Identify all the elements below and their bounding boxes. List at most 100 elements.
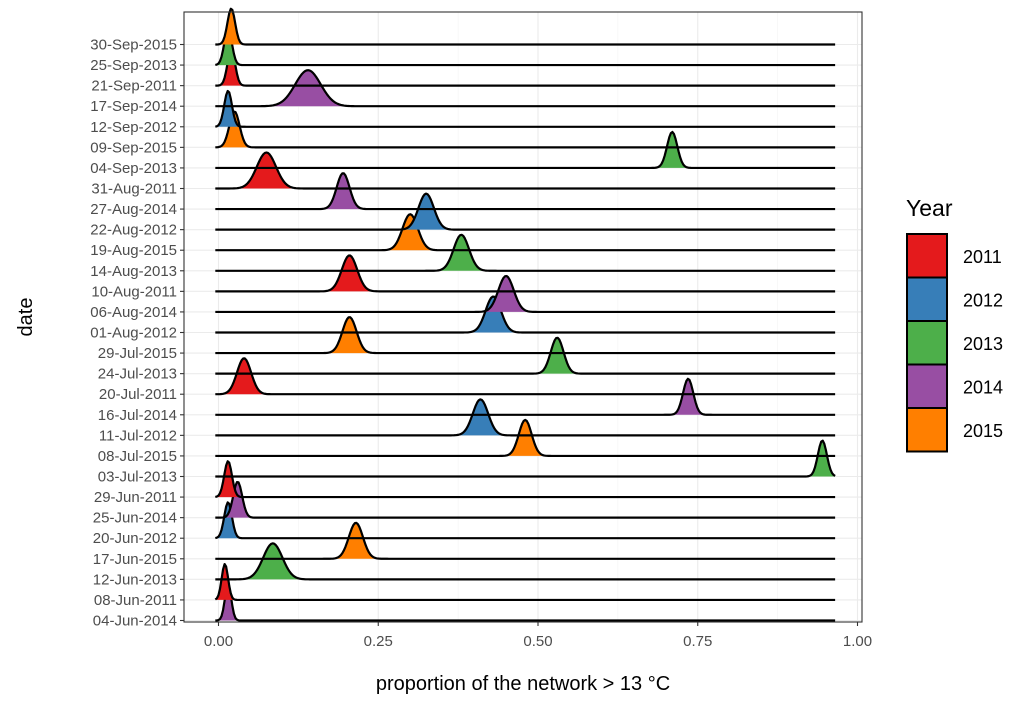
ridge-line [215, 69, 836, 108]
y-tick-label: 08-Jul-2015 [98, 448, 177, 465]
ridge-line [215, 295, 836, 334]
ridge-04-Sep-2013 [215, 130, 836, 170]
ridge-17-Sep-2014 [215, 69, 836, 108]
ridge-line [215, 89, 836, 128]
ridge-fill [470, 296, 516, 333]
ridge-20-Jul-2011 [215, 357, 836, 396]
ridge-08-Jun-2011 [214, 562, 836, 602]
y-tick-label: 16-Jul-2014 [98, 407, 177, 424]
y-tick-label: 17-Sep-2014 [90, 98, 177, 115]
ridge-12-Sep-2012 [215, 89, 836, 128]
y-tick-label: 22-Aug-2012 [90, 222, 177, 239]
y-tick-label: 04-Jun-2014 [93, 613, 177, 630]
ridge-line [214, 562, 836, 602]
ridge-line [215, 110, 836, 149]
plot-panel [184, 12, 862, 622]
ridge-30-Sep-2015 [215, 7, 836, 46]
legend-label-2011: 2011 [963, 247, 1002, 267]
y-tick-label: 12-Jun-2013 [93, 571, 177, 588]
ridge-19-Aug-2015 [215, 213, 836, 252]
ridge-20-Jun-2012 [215, 501, 836, 540]
legend-key-2012 [906, 276, 948, 322]
ridge-line [215, 233, 836, 272]
ridge-14-Aug-2013 [215, 233, 836, 272]
ridge-fill [404, 193, 448, 230]
ridge-line [215, 151, 836, 190]
ridge-29-Jul-2015 [215, 316, 836, 355]
x-tick-label: 0.50 [523, 633, 552, 650]
ridge-fill [336, 522, 377, 559]
ridge-16-Jul-2014 [215, 377, 836, 416]
y-tick-label: 14-Aug-2013 [90, 263, 177, 280]
ridge-25-Jun-2014 [215, 480, 836, 519]
ridge-line [215, 583, 836, 622]
y-tick-label: 01-Aug-2012 [90, 325, 177, 342]
y-tick-label: 12-Sep-2012 [90, 119, 177, 136]
ridge-21-Sep-2011 [215, 48, 836, 87]
ridge-line [215, 48, 836, 87]
x-axis: 0.00 0.25 0.50 0.75 1.00 [204, 622, 872, 650]
ridges [214, 7, 836, 622]
ridge-line [215, 28, 836, 67]
y-tick-label: 19-Aug-2015 [90, 242, 177, 259]
y-tick-label: 29-Jun-2011 [94, 489, 177, 506]
y-tick-label: 04-Sep-2013 [90, 160, 177, 177]
legend: Year 2011 2012 2013 2014 2015 [906, 195, 1003, 453]
legend-title: Year [906, 195, 953, 221]
ridge-line [215, 377, 836, 416]
ridge-01-Aug-2012 [215, 295, 836, 334]
x-tick-label: 0.75 [683, 633, 712, 650]
y-tick-label: 30-Sep-2015 [90, 37, 177, 54]
ridge-10-Aug-2011 [215, 254, 836, 293]
ridge-09-Sep-2015 [215, 110, 836, 149]
y-tick-label: 11-Jul-2012 [99, 427, 177, 444]
y-tick-label: 25-Jun-2014 [93, 510, 177, 527]
ridge-line [215, 480, 836, 519]
y-tick-label: 06-Aug-2014 [90, 304, 177, 321]
ridge-04-Jun-2014 [215, 583, 836, 622]
ridge-line [215, 7, 836, 46]
legend-label-2012: 2012 [963, 290, 1003, 310]
plot-border [183, 11, 863, 623]
legend-key-2011 [906, 233, 948, 279]
ridge-11-Jul-2012 [215, 398, 836, 437]
ridge-line [215, 192, 836, 231]
ridge-fill [326, 255, 372, 292]
y-tick-label: 29-Jul-2015 [98, 345, 177, 362]
y-tick-label: 17-Jun-2015 [93, 551, 177, 568]
y-tick-label: 20-Jun-2012 [93, 530, 177, 547]
ridge-line [215, 521, 836, 560]
ridge-fill [238, 152, 295, 189]
ridge-fill [458, 399, 502, 436]
ridge-line [215, 439, 836, 478]
ridge-line [215, 274, 836, 314]
ridge-line [215, 501, 836, 540]
x-axis-title: proportion of the network > 13 °C [376, 673, 670, 695]
ridge-fill [271, 70, 346, 107]
y-tick-label: 10-Aug-2011 [91, 283, 177, 300]
y-tick-label: 27-Aug-2014 [90, 201, 177, 218]
x-tick-label: 1.00 [843, 633, 872, 650]
ridge-line [215, 398, 836, 437]
y-tick-label: 25-Sep-2013 [90, 57, 177, 74]
ridge-line [215, 254, 836, 293]
ridge-line [215, 130, 836, 170]
ridge-line [215, 172, 836, 211]
ridge-fill [506, 419, 544, 456]
legend-label-2013: 2013 [963, 334, 1003, 354]
ridge-03-Jul-2013 [215, 439, 836, 478]
y-tick-label: 08-Jun-2011 [94, 592, 177, 609]
ridge-fill [325, 173, 361, 210]
y-axis-title: date [15, 298, 37, 337]
legend-key-2015 [906, 407, 948, 453]
ridge-29-Jun-2011 [215, 460, 836, 499]
x-tick-label: 0.00 [204, 633, 233, 650]
y-tick-label: 21-Sep-2011 [91, 78, 177, 95]
ridge-fill [483, 276, 529, 312]
ridge-31-Aug-2011 [215, 151, 836, 190]
ridge-line [215, 542, 836, 581]
y-axis: 30-Sep-2015 25-Sep-2013 21-Sep-2011 17-Sep-… [90, 37, 184, 630]
ridge-06-Aug-2014 [215, 274, 836, 314]
x-tick-label: 0.25 [364, 633, 393, 650]
